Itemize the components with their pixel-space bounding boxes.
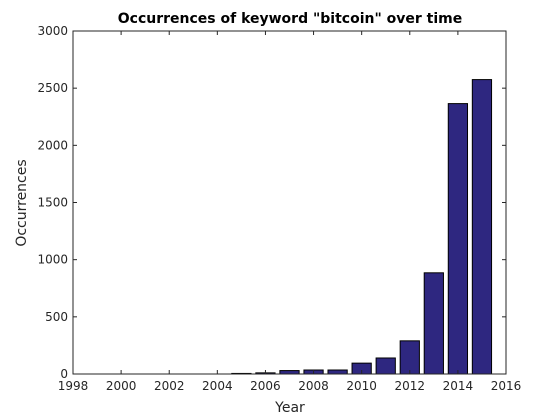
x-tick-label: 2004 [202, 379, 233, 393]
bar-2013 [423, 272, 444, 375]
y-axis-ticks: 0 500 1000 1500 2000 2500 3000 [37, 24, 506, 381]
y-tick-label: 2000 [37, 138, 68, 152]
y-tick-label: 1000 [37, 253, 68, 267]
x-tick-label: 2012 [395, 379, 426, 393]
x-tick-label: 2014 [443, 379, 474, 393]
y-tick-label: 0 [60, 367, 68, 381]
x-tick-label: 2000 [106, 379, 137, 393]
bar-2007 [279, 370, 300, 375]
bar-2012 [399, 340, 420, 375]
bar-2009 [327, 369, 348, 375]
y-tick-label: 3000 [37, 24, 68, 38]
y-axis-label: Occurrences [14, 159, 30, 246]
x-tick-label: 1998 [58, 379, 89, 393]
chart-title: Occurrences of keyword "bitcoin" over ti… [118, 11, 462, 27]
y-tick-label: 500 [45, 310, 68, 324]
x-tick-label: 2010 [346, 379, 377, 393]
x-tick-label: 2008 [298, 379, 329, 393]
y-tick-label: 2500 [37, 81, 68, 95]
bar-2014 [447, 103, 469, 375]
x-tick-label: 2006 [250, 379, 281, 393]
x-axis-label: Year [274, 400, 305, 416]
bar-2011 [375, 357, 396, 375]
x-tick-label: 2016 [491, 379, 522, 393]
x-axis-ticks: 1998 2000 2002 2004 2006 2008 2010 2012 2014 2016 [58, 31, 522, 393]
y-tick-label: 1500 [37, 196, 68, 210]
plot-frame [72, 30, 507, 375]
x-tick-label: 2002 [154, 379, 185, 393]
bar-2015 [471, 79, 493, 375]
bars-group [231, 79, 493, 375]
